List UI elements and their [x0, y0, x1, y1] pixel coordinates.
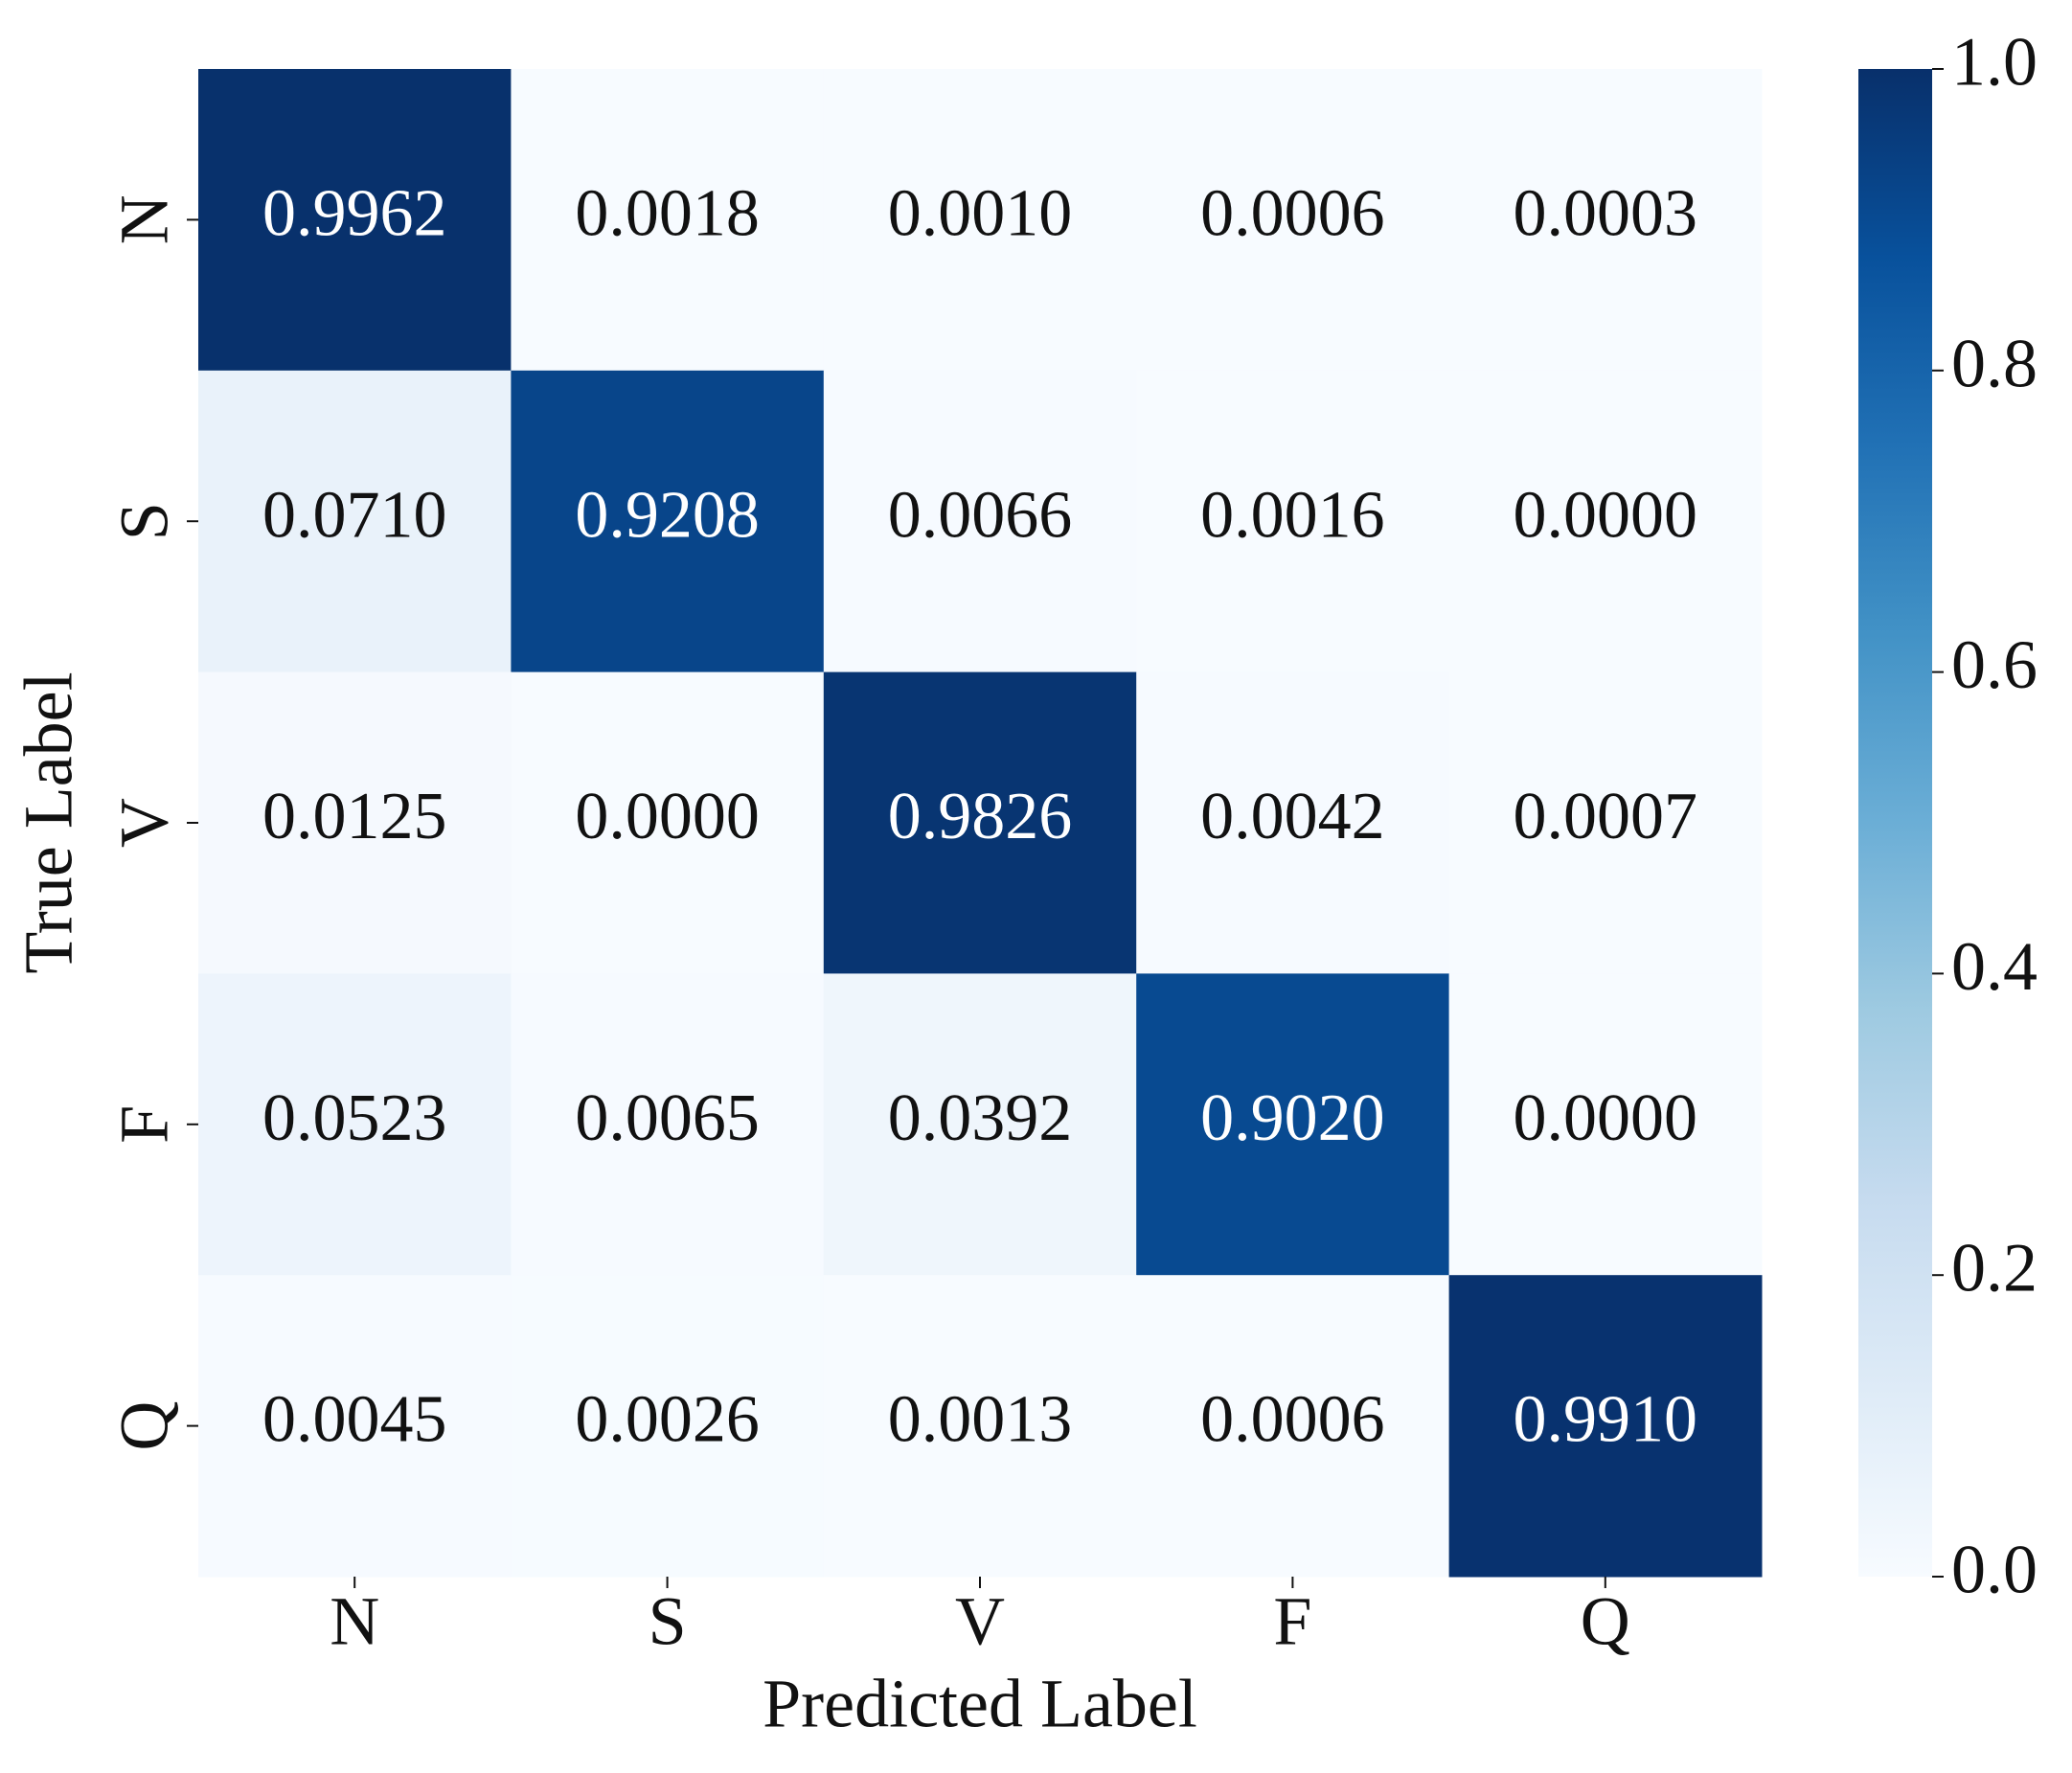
cell-label: 0.0000 — [575, 780, 760, 853]
heatmap-cell — [823, 1275, 1137, 1578]
y-tick-label: Q — [106, 1401, 183, 1451]
cell-label: 0.9962 — [262, 176, 447, 250]
heatmap-cell — [823, 973, 1137, 1276]
heatmap-cell — [1136, 973, 1450, 1276]
cell-label: 0.0523 — [262, 1081, 447, 1155]
x-tick-label: Q — [1581, 1583, 1630, 1660]
cell-label: 0.0710 — [262, 478, 447, 552]
heatmap-cell — [1136, 671, 1450, 974]
cell-label: 0.0007 — [1514, 780, 1698, 853]
colorbar-tick-label: 1.0 — [1951, 24, 2038, 101]
heatmap-cell — [511, 671, 825, 974]
heatmap-cell — [1448, 973, 1763, 1276]
heatmap-cell — [198, 1275, 512, 1578]
cell-label: 0.0000 — [1514, 1081, 1698, 1155]
cell-label: 0.0018 — [575, 176, 760, 250]
cell-label: 0.0066 — [888, 478, 1073, 552]
colorbar-tick-label: 0.6 — [1951, 626, 2038, 703]
colorbar-tick-label: 0.4 — [1951, 928, 2038, 1005]
colorbar-tick-label: 0.0 — [1951, 1532, 2038, 1608]
cell-label: 0.0045 — [262, 1383, 447, 1457]
x-tick-label: F — [1273, 1583, 1311, 1660]
colorbar-tick-label: 0.8 — [1951, 325, 2038, 401]
cell-label: 0.0013 — [888, 1383, 1073, 1457]
heatmap-cell — [1448, 1275, 1763, 1578]
heatmap-cell — [511, 69, 825, 372]
cell-label: 0.0042 — [1200, 780, 1385, 853]
y-tick-label: N — [106, 194, 183, 244]
heatmap-cell — [1448, 671, 1763, 974]
cell-label: 0.0125 — [262, 780, 447, 853]
cell-label: 0.0010 — [888, 176, 1073, 250]
x-tick-label: V — [955, 1583, 1005, 1660]
heatmap-cell — [1136, 370, 1450, 673]
heatmap-cell — [823, 370, 1137, 673]
heatmap-cell — [198, 973, 512, 1276]
cell-label: 0.9910 — [1514, 1383, 1698, 1457]
heatmap-cell — [511, 1275, 825, 1578]
x-axis-label: Predicted Label — [763, 1666, 1197, 1742]
cell-label: 0.9826 — [888, 780, 1073, 853]
y-axis-label: True Label — [11, 671, 87, 973]
cell-label: 0.9020 — [1200, 1081, 1385, 1155]
y-tick-label: F — [106, 1105, 183, 1144]
cell-label: 0.0006 — [1200, 1383, 1385, 1457]
y-tick-label: S — [106, 502, 183, 540]
cell-label: 0.9208 — [575, 478, 760, 552]
heatmap-cell — [511, 973, 825, 1276]
x-tick-label: S — [649, 1583, 687, 1660]
cell-label: 0.0006 — [1200, 176, 1385, 250]
heatmap-cell — [1136, 69, 1450, 372]
heatmap-cell — [198, 370, 512, 673]
x-tick-label: N — [330, 1583, 379, 1660]
heatmap-cell — [823, 69, 1137, 372]
y-tick-label: V — [106, 798, 183, 848]
heatmap-cell — [1448, 69, 1763, 372]
heatmap-cell — [198, 671, 512, 974]
cell-label: 0.0000 — [1514, 478, 1698, 552]
cell-label: 0.0026 — [575, 1383, 760, 1457]
colorbar — [1858, 69, 1932, 1577]
colorbar-tick-label: 0.2 — [1951, 1230, 2038, 1307]
cell-label: 0.0016 — [1200, 478, 1385, 552]
heatmap-cell — [1136, 1275, 1450, 1578]
heatmap-cell — [511, 370, 825, 673]
cell-label: 0.0065 — [575, 1081, 760, 1155]
heatmap-cell — [198, 69, 512, 372]
cell-label: 0.0003 — [1514, 176, 1698, 250]
cell-label: 0.0392 — [888, 1081, 1073, 1155]
heatmap-cell — [1448, 370, 1763, 673]
heatmap-cell — [823, 671, 1137, 974]
